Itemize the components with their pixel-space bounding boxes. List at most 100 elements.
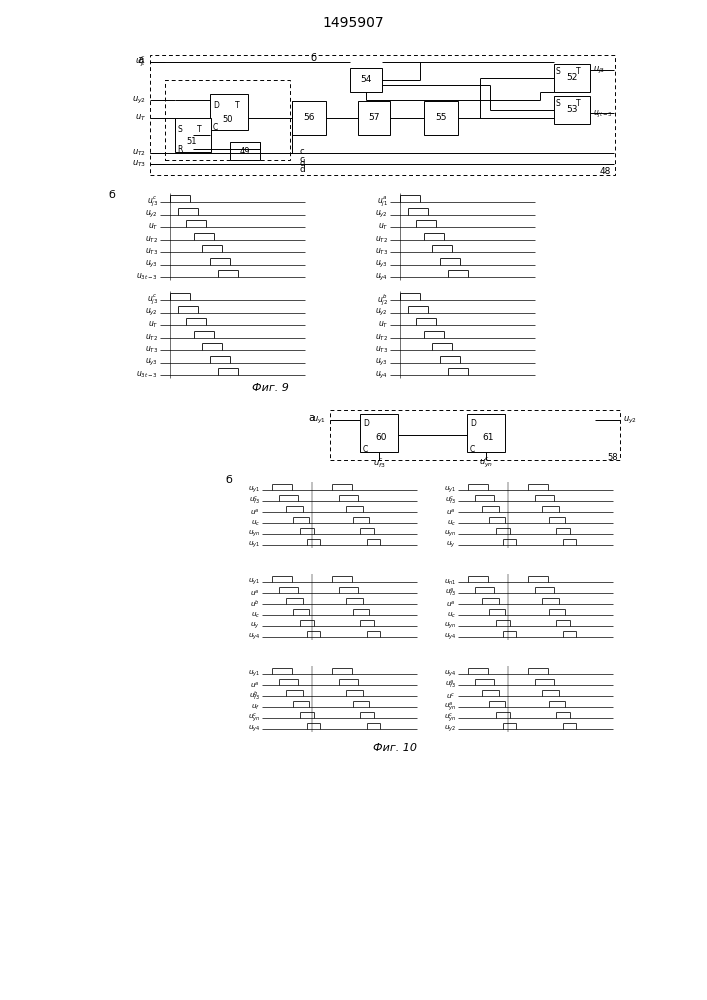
Text: a: a	[308, 413, 315, 423]
Text: $u_{y1}$: $u_{y1}$	[444, 485, 456, 495]
Text: T: T	[576, 100, 580, 108]
Text: 48: 48	[600, 167, 612, 176]
Text: $u_{j3}$: $u_{j3}$	[593, 64, 605, 76]
Text: $u_f$: $u_f$	[251, 702, 260, 712]
Text: D: D	[470, 420, 476, 428]
Bar	[292, 101, 326, 135]
Text: $u^b_{j2}$: $u^b_{j2}$	[377, 292, 388, 308]
Text: c: c	[300, 155, 305, 164]
Text: $u_{y2}$: $u_{y2}$	[145, 209, 158, 220]
Bar	[350, 68, 382, 92]
Bar	[230, 142, 260, 160]
Text: $u^a_{f3}$: $u^a_{f3}$	[445, 679, 456, 691]
Text: б: б	[225, 475, 232, 485]
Text: $u_y$: $u_y$	[250, 621, 260, 631]
Text: $u_{y1}$: $u_{y1}$	[247, 540, 260, 550]
Text: $u_{jt-3}$: $u_{jt-3}$	[593, 108, 613, 120]
Text: 1495907: 1495907	[322, 16, 384, 30]
Text: c: c	[300, 147, 305, 156]
Text: 53: 53	[566, 105, 578, 114]
Text: $u^c_{j3}$: $u^c_{j3}$	[146, 195, 158, 209]
Text: б: б	[310, 53, 316, 63]
Text: $u_c$: $u_c$	[447, 518, 456, 528]
Bar	[554, 64, 590, 92]
Text: $u_{yn}$: $u_{yn}$	[443, 529, 456, 539]
Text: C: C	[363, 444, 368, 454]
Text: T: T	[197, 125, 201, 134]
Text: $u_{y3}$: $u_{y3}$	[145, 357, 158, 368]
Text: $u_{y2}$: $u_{y2}$	[375, 209, 388, 220]
Text: б: б	[108, 190, 115, 200]
Bar	[360, 414, 398, 452]
Bar	[358, 101, 390, 135]
Text: $u_T$: $u_T$	[378, 222, 388, 232]
Text: $u_{T3}$: $u_{T3}$	[375, 247, 388, 257]
Text: $u^a_{yn}$: $u^a_{yn}$	[443, 700, 456, 714]
Text: $u_{y3}$: $u_{y3}$	[375, 357, 388, 368]
Text: $u_{y4}$: $u_{y4}$	[375, 369, 388, 381]
Text: $u_{T2}$: $u_{T2}$	[132, 148, 146, 158]
Text: $u^c_{j3}$: $u^c_{j3}$	[146, 293, 158, 307]
Bar	[165, 80, 290, 160]
Bar	[175, 118, 211, 152]
Text: $u_{3t-3}$: $u_{3t-3}$	[136, 370, 158, 380]
Bar	[554, 96, 590, 124]
Text: $u^a_{j1}$: $u^a_{j1}$	[377, 195, 388, 209]
Bar	[150, 55, 615, 175]
Text: $u^a$: $u^a$	[446, 507, 456, 517]
Text: D: D	[213, 101, 219, 109]
Text: $u^c$: $u^c$	[446, 691, 456, 701]
Text: $u_{y4}$: $u_{y4}$	[375, 271, 388, 283]
Text: d: d	[300, 165, 305, 174]
Text: $u_T$: $u_T$	[135, 113, 146, 123]
Text: $u^a$: $u^a$	[250, 588, 260, 598]
Text: $u^a$: $u^a$	[446, 599, 456, 609]
Text: 60: 60	[375, 432, 387, 442]
Text: $u_{y2}$: $u_{y2}$	[145, 307, 158, 318]
Text: T: T	[235, 101, 240, 109]
Text: $u_{y3}$: $u_{y3}$	[145, 259, 158, 270]
Text: $u_{y4}$: $u_{y4}$	[247, 632, 260, 642]
Text: 51: 51	[186, 137, 197, 146]
Text: $u_{y3}$: $u_{y3}$	[375, 259, 388, 270]
Text: Фиг. 9: Фиг. 9	[252, 383, 288, 393]
Text: $u^c_{yn}$: $u^c_{yn}$	[479, 456, 493, 470]
Text: $u^c_{yn}$: $u^c_{yn}$	[443, 711, 456, 725]
Text: $u_{T3}$: $u_{T3}$	[375, 345, 388, 355]
Text: $u^a$: $u^a$	[250, 507, 260, 517]
Text: 54: 54	[361, 76, 372, 85]
Text: C: C	[213, 122, 218, 131]
Text: $u_{yn}$: $u_{yn}$	[247, 529, 260, 539]
Text: $u_{T2}$: $u_{T2}$	[145, 332, 158, 343]
Text: 56: 56	[303, 113, 315, 122]
Text: T: T	[576, 68, 580, 77]
Text: $u_T$: $u_T$	[378, 320, 388, 330]
Bar	[210, 94, 248, 130]
Text: $u_y$: $u_y$	[446, 540, 456, 550]
Text: $u_{y2}$: $u_{y2}$	[132, 94, 146, 106]
Text: $u_{y2}$: $u_{y2}$	[444, 724, 456, 734]
Bar	[330, 410, 620, 460]
Text: $u_{T2}$: $u_{T2}$	[375, 332, 388, 343]
Text: $u_{T2}$: $u_{T2}$	[375, 234, 388, 245]
Text: C: C	[470, 444, 475, 454]
Text: $u^c_{jt}$: $u^c_{jt}$	[134, 55, 146, 69]
Text: $u_T$: $u_T$	[148, 320, 158, 330]
Text: $u_{y4}$: $u_{y4}$	[443, 632, 456, 642]
Text: $u_{T2}$: $u_{T2}$	[145, 234, 158, 245]
Text: $u^c_{f3}$: $u^c_{f3}$	[373, 456, 385, 470]
Text: $u_{y2}$: $u_{y2}$	[623, 414, 637, 426]
Text: $u_c$: $u_c$	[251, 610, 260, 620]
Bar	[424, 101, 458, 135]
Text: $u^c_{f3}$: $u^c_{f3}$	[249, 495, 260, 507]
Text: $u_{y1}$: $u_{y1}$	[247, 577, 260, 587]
Text: D: D	[363, 420, 369, 428]
Text: $u_{y4}$: $u_{y4}$	[247, 724, 260, 734]
Bar	[467, 414, 505, 452]
Text: 49: 49	[240, 146, 250, 155]
Text: 58: 58	[607, 454, 618, 462]
Text: 50: 50	[222, 115, 233, 124]
Text: 55: 55	[436, 113, 447, 122]
Text: $u_{n1}$: $u_{n1}$	[443, 577, 456, 587]
Text: $u^b$: $u^b$	[250, 598, 260, 610]
